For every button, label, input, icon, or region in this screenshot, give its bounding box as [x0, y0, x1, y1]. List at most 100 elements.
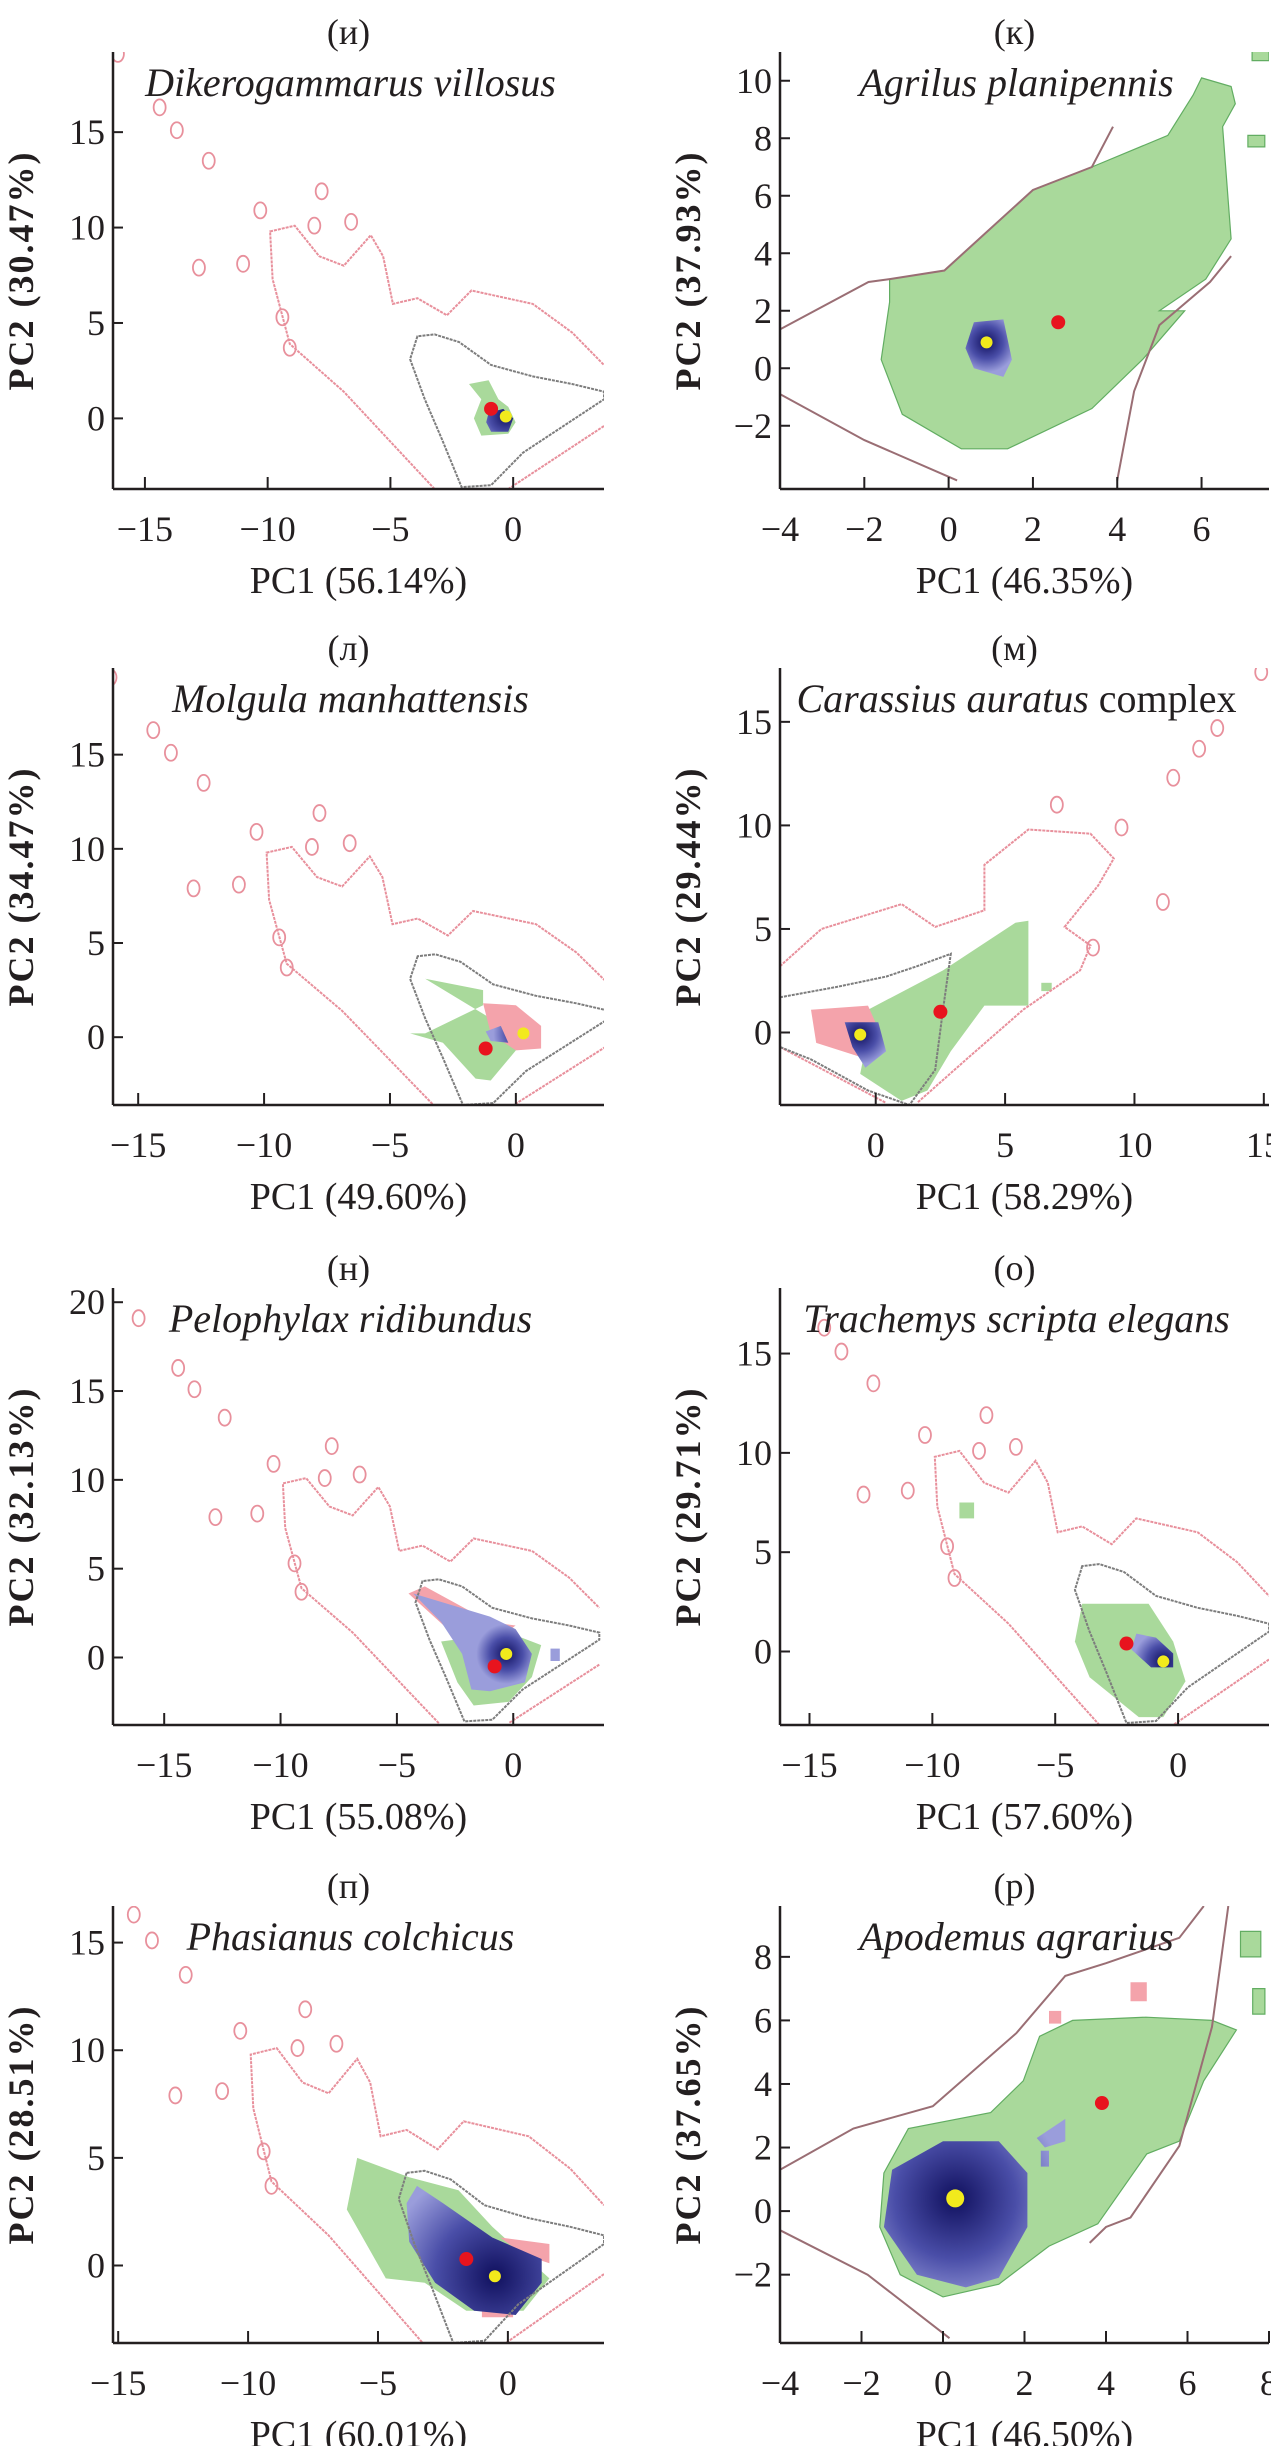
red-contour-island — [126, 1906, 141, 1924]
red-contour — [1172, 1658, 1269, 1725]
red-centroid-point — [487, 1659, 502, 1674]
y-tick-label: 8 — [754, 1937, 772, 1977]
y-tick-label: −2 — [734, 2255, 772, 2295]
red-contour-island — [231, 875, 246, 894]
x-tick-label: −2 — [842, 2363, 880, 2403]
yellow-centroid-point — [980, 336, 993, 349]
y-tick-label: 15 — [69, 112, 105, 152]
yellow-centroid-point — [488, 2270, 501, 2283]
red-contour-island — [287, 1554, 302, 1573]
y-axis-label: PC2 (37.93%) — [668, 151, 708, 391]
species-title: Phasianus colchicus — [186, 1914, 515, 1959]
y-tick-label: 10 — [69, 829, 105, 869]
red-centroid-point — [933, 1004, 948, 1019]
x-tick-label: −5 — [378, 1745, 416, 1785]
y-tick-label: 10 — [736, 61, 772, 101]
panel-3: −15 −10 −5 0 0 5 10 15 PC1 (49.60%) PC2 (34.47%) (… — [1, 628, 604, 1218]
red-contour-island — [972, 1441, 986, 1460]
red-contour-island — [253, 201, 268, 220]
x-tick-label: −10 — [220, 2363, 276, 2403]
panel-label: (м) — [991, 628, 1038, 668]
x-tick-label: 0 — [504, 1745, 522, 1785]
plot-area — [131, 1309, 601, 1725]
red-contour — [265, 845, 604, 1105]
red-contour-island — [305, 838, 319, 856]
plot-area — [113, 52, 604, 489]
red-contour — [508, 1663, 600, 1725]
blue-density-region — [550, 1648, 560, 1661]
outline-contour — [780, 393, 958, 482]
outline-contour — [780, 2229, 951, 2339]
pink-region — [483, 1003, 542, 1051]
blue-density-region — [1036, 2118, 1066, 2148]
x-tick-label: 0 — [499, 2363, 517, 2403]
red-contour-island — [146, 721, 161, 740]
pink-region — [1049, 2010, 1062, 2024]
species-name: Carassius auratus — [796, 676, 1088, 721]
red-contour-island — [249, 822, 264, 841]
x-tick-label: 15 — [1246, 1125, 1271, 1165]
red-contour-island — [275, 308, 290, 327]
red-contour-island — [113, 669, 118, 686]
plot-area — [113, 669, 604, 1105]
x-axis-label: PC1 (60.01%) — [250, 2414, 467, 2446]
red-contour-island — [298, 2000, 313, 2019]
y-tick-label: 20 — [69, 1282, 105, 1322]
species-name: Dikerogammarus villosus — [144, 60, 556, 105]
red-centroid-point — [459, 2252, 474, 2267]
species-name: Trachemys scripta elegans — [803, 1296, 1230, 1341]
red-contour-island — [131, 1309, 146, 1328]
x-tick-label: 10 — [1116, 1125, 1152, 1165]
yellow-centroid-point — [946, 2189, 965, 2208]
panel-6: −15 −10 −5 0 0 5 10 15 PC1 (57.60%) PC2 (29.71%) (… — [668, 1248, 1269, 1838]
red-contour — [780, 828, 1116, 1104]
red-centroid-point — [484, 401, 499, 416]
y-tick-label: 2 — [754, 291, 772, 331]
red-contour-island — [266, 1454, 281, 1473]
blue-density-region — [965, 319, 1012, 377]
red-contour-island — [279, 958, 294, 977]
y-tick-label: 0 — [754, 348, 772, 388]
y-tick-label: 15 — [69, 1923, 105, 1963]
plot-area — [780, 668, 1269, 1105]
blue-density-region — [413, 1593, 532, 1692]
y-tick-label: 10 — [69, 1460, 105, 1500]
red-contour-island — [164, 743, 178, 762]
x-tick-label: 0 — [867, 1125, 885, 1165]
x-tick-label: −15 — [781, 1745, 837, 1785]
x-tick-label: 0 — [507, 1125, 525, 1165]
x-tick-label: 4 — [1097, 2363, 1115, 2403]
y-tick-label: 2 — [754, 2128, 772, 2168]
red-contour-island — [168, 2086, 183, 2105]
x-tick-label: 8 — [1260, 2363, 1271, 2403]
x-tick-label: 6 — [1193, 509, 1211, 549]
panel-label: (о) — [994, 1248, 1036, 1288]
green-region — [1252, 1988, 1266, 2015]
x-axis-label: PC1 (58.29%) — [916, 1176, 1133, 1218]
green-region — [1251, 52, 1269, 62]
red-contour-island — [215, 2082, 230, 2101]
x-tick-label: 0 — [504, 509, 522, 549]
x-tick-label: −5 — [371, 509, 409, 549]
red-contour-island — [776, 1264, 788, 1280]
species-name: Apodemus agrarius — [856, 1914, 1173, 1959]
y-tick-label: 10 — [69, 2030, 105, 2070]
red-contour-island — [312, 804, 327, 822]
red-contour — [507, 425, 604, 489]
x-tick-label: 0 — [1169, 1745, 1187, 1785]
y-axis-label: PC2 (30.47%) — [1, 151, 41, 391]
red-contour-island — [307, 216, 322, 235]
red-contour-island — [342, 834, 357, 853]
red-contour-island — [264, 2176, 279, 2195]
plot-area — [776, 1264, 1269, 1725]
red-contour-island — [208, 1508, 223, 1527]
y-axis-label: PC2 (37.65%) — [668, 2005, 708, 2245]
y-tick-label: 8 — [754, 118, 772, 158]
green-region — [880, 77, 1236, 450]
y-tick-label: 15 — [736, 702, 772, 742]
red-contour-island — [256, 2142, 271, 2161]
x-tick-label: −10 — [904, 1745, 960, 1785]
green-region — [1239, 1930, 1262, 1958]
species-name: Phasianus colchicus — [186, 1914, 515, 1959]
species-title: Carassius auratus complex — [796, 676, 1236, 721]
